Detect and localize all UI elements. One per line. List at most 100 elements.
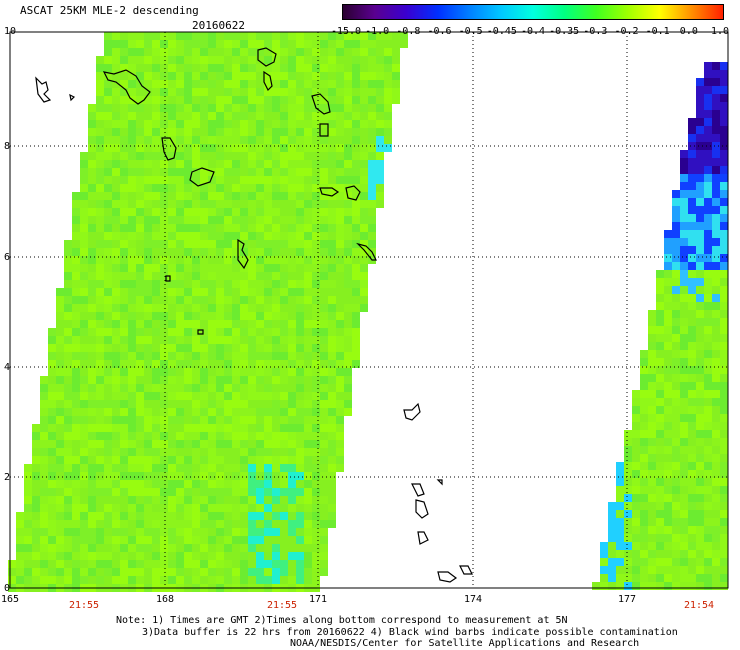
data-cell [104,120,112,128]
data-cell [336,424,344,432]
data-cell [680,206,688,214]
data-cell [208,208,216,216]
data-cell [264,128,272,136]
data-cell [360,152,368,160]
data-cell [232,376,240,384]
data-cell [40,480,48,488]
data-cell [176,272,184,280]
data-cell [328,152,336,160]
data-cell [648,334,656,342]
data-cell [64,464,72,472]
data-cell [72,504,80,512]
data-cell [56,384,64,392]
data-cell [232,464,240,472]
data-cell [392,72,400,80]
data-cell [248,216,256,224]
data-cell [720,550,728,558]
data-cell [160,248,168,256]
data-cell [672,374,680,382]
data-cell [280,408,288,416]
data-cell [312,112,320,120]
data-cell [120,112,128,120]
data-cell [200,184,208,192]
data-cell [320,152,328,160]
data-cell [168,136,176,144]
data-cell [720,254,728,262]
data-cell [152,512,160,520]
data-cell [312,280,320,288]
colorbar-label: -0.3 [583,26,608,37]
data-cell [288,256,296,264]
data-cell [240,320,248,328]
data-cell [80,440,88,448]
data-cell [280,424,288,432]
data-cell [376,64,384,72]
data-cell [704,534,712,542]
data-cell [328,72,336,80]
data-cell [328,176,336,184]
data-cell [200,376,208,384]
data-cell [320,312,328,320]
data-cell [720,438,728,446]
data-cell [376,96,384,104]
data-cell [696,494,704,502]
data-cell [32,424,40,432]
data-cell [312,440,320,448]
data-cell [216,224,224,232]
data-cell [232,104,240,112]
data-cell [224,40,232,48]
data-cell [104,272,112,280]
data-cell [200,568,208,576]
data-cell [256,88,264,96]
data-cell [688,398,696,406]
data-cell [312,304,320,312]
data-cell [280,488,288,496]
data-cell [72,200,80,208]
data-cell [168,168,176,176]
data-cell [656,438,664,446]
data-cell [256,320,264,328]
data-cell [344,136,352,144]
data-cell [208,152,216,160]
data-cell [304,200,312,208]
data-cell [656,350,664,358]
data-cell [680,158,688,166]
data-cell [176,480,184,488]
data-cell [344,264,352,272]
data-cell [208,352,216,360]
data-cell [96,416,104,424]
data-cell [136,528,144,536]
data-cell [312,216,320,224]
data-cell [32,528,40,536]
data-cell [96,528,104,536]
data-cell [216,464,224,472]
data-cell [288,296,296,304]
data-cell [232,552,240,560]
data-cell [192,568,200,576]
data-cell [280,56,288,64]
colorbar [342,4,724,20]
data-cell [320,472,328,480]
data-cell [224,184,232,192]
data-cell [88,312,96,320]
data-cell [56,464,64,472]
data-cell [304,144,312,152]
data-cell [320,568,328,576]
data-cell [24,496,32,504]
data-cell [720,542,728,550]
data-cell [48,512,56,520]
data-cell [192,96,200,104]
data-cell [320,288,328,296]
data-cell [328,256,336,264]
data-cell [376,192,384,200]
data-cell [360,208,368,216]
data-cell [104,480,112,488]
data-cell [144,40,152,48]
data-cell [184,488,192,496]
data-cell [656,486,664,494]
data-cell [152,32,160,40]
data-cell [264,464,272,472]
data-cell [384,88,392,96]
data-cell [648,542,656,550]
